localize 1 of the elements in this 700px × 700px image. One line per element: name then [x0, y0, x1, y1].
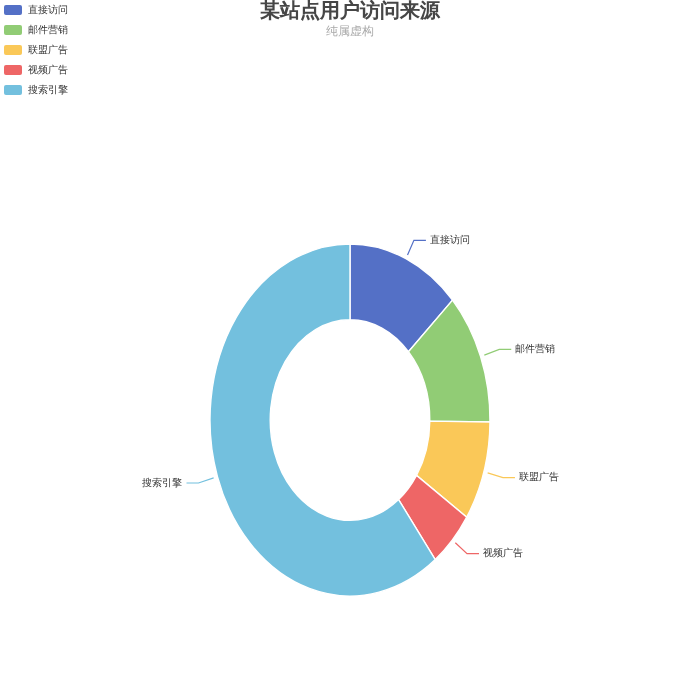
chart-title: 某站点用户访问来源: [258, 0, 442, 24]
